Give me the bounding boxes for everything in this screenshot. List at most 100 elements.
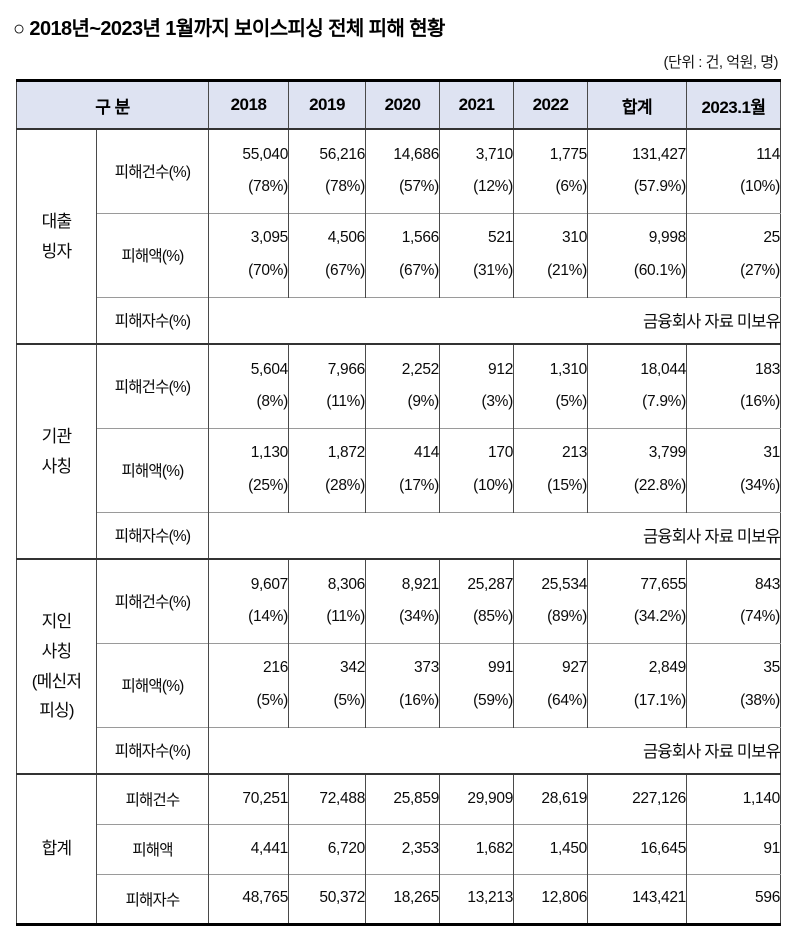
data-cell: 56,216 (78%) [288,128,366,213]
cell-value: 25,287 [467,575,514,593]
table-header: 구 분 2018 2019 2020 2021 2022 합계 2023.1월 [15,80,781,129]
cell-percent: (9%) [407,393,440,411]
header-col-2: 2019 [288,80,366,129]
cell-value: 25 [763,229,781,247]
data-cell: 114 (10%) [686,128,781,213]
cell-percent: (14%) [248,608,289,626]
row-label-cell: 피해액(%) [95,427,209,512]
header-col-7: 2023.1월 [686,80,781,129]
cell-percent: (85%) [473,608,514,626]
cell-value: 2,252 [401,360,440,378]
group-label-line: 지인 [41,612,72,631]
data-cell: 1,775 (6%) [513,128,588,213]
cell-percent: (11%) [326,608,366,626]
data-cell: 213 (15%) [513,427,588,512]
row-label-cell: 피해자수(%) [95,296,209,344]
table-row: 피해액(%) 3,095 (70%) 4,506 (67%) 1,566 (67%) 521 (… [17,212,781,297]
data-cell: 16,645 [587,823,687,874]
data-cell: 6,720 [288,823,366,874]
cell-percent: (78%) [325,178,366,196]
data-cell: 143,421 [587,873,687,924]
cell-value: 8,306 [327,575,366,593]
data-cell: 8,306 (11%) [288,558,366,643]
header-col-6: 합계 [587,80,687,129]
cell-value: 143,421 [632,889,687,907]
group-label-line: 대출 [41,211,72,231]
cell-value: 4,506 [327,229,366,247]
row-label-cell: 피해액 [95,823,209,874]
data-cell: 373 (16%) [365,642,440,727]
cell-value: 2,353 [401,839,440,857]
data-cell: 72,488 [288,773,366,824]
page-title: ○ 2018년~2023년 1월까지 보이스피싱 전체 피해 현황 [13,18,445,40]
cell-value: 1,682 [475,839,514,857]
data-cell: 13,213 [439,873,514,924]
data-cell: 14,686 (57%) [365,128,440,213]
data-cell: 1,682 [439,823,514,874]
cell-value: 373 [414,659,440,677]
data-cell: 4,441 [208,823,289,874]
data-cell: 342 (5%) [288,642,366,727]
cell-value: 29,909 [467,789,514,807]
data-cell: 3,095 (70%) [208,212,289,297]
cell-value: 991 [488,659,514,677]
cell-percent: (21%) [547,262,588,279]
group-label-cell: 대출 빙자 [16,128,97,344]
cell-value: 1,872 [327,444,366,462]
data-cell: 5,604 (8%) [208,343,289,428]
cell-value: 1,310 [549,360,588,378]
data-cell: 3,710 (12%) [439,128,514,213]
cell-value: 13,213 [467,889,514,907]
data-cell: 310 (21%) [513,212,588,297]
cell-value: 170 [488,444,514,462]
cell-value: 183 [755,360,781,378]
cell-value: 1,450 [549,839,588,857]
cell-value: 16,645 [640,839,687,857]
header-col-4: 2021 [439,80,514,129]
data-cell: 25,534 (89%) [513,558,588,643]
cell-percent: (16%) [399,692,440,709]
group-label-line: 합계 [41,838,72,858]
group-label-line: 피싱) [39,701,74,721]
cell-percent: (59%) [473,692,514,709]
data-cell: 48,765 [208,873,289,924]
cell-value: 521 [488,229,514,247]
data-cell: 927 (64%) [513,642,588,727]
data-cell: 25,287 (85%) [439,558,514,643]
cell-percent: (5%) [256,692,289,709]
group-label-line: 사칭 [41,456,72,476]
cell-value: 114 [756,145,781,163]
group-label-line: (메신저 [31,671,82,691]
table-row: 지인 사칭 (메신저 피싱) 피해건수(%) 9,607 (14%) 8,306 (11%) 8,… [16,558,781,774]
table-row: 피해자수 48,765 50,372 18,265 13,213 12,806 143,42… [17,873,781,924]
data-cell: 18,044 (7.9%) [587,343,687,428]
cell-percent: (6%) [555,178,588,196]
cell-percent: (16%) [740,393,781,411]
cell-value: 342 [340,659,366,677]
header-col-3: 2020 [365,80,440,129]
data-cell: 170 (10%) [439,427,514,512]
cell-percent: (10%) [473,477,514,494]
cell-value: 3,095 [250,229,289,247]
table-row: 합계 피해건수 70,251 72,488 25,859 29,909 28,619 227,… [16,773,781,924]
cell-percent: (5%) [555,393,588,411]
nodata-cell: 금융회사 자료 미보유 [208,726,781,774]
table-row: 기관 사칭 피해건수(%) 5,604 (8%) 7,966 (11%) 2,252 (9%) 9… [16,343,781,559]
cell-value: 1,566 [401,229,440,247]
table-body: 대출 빙자 피해건수(%) 55,040 (78%) 56,216 (78%) 14,686(… [16,128,781,924]
cell-percent: (64%) [547,692,588,709]
cell-value: 3,799 [648,444,687,462]
cell-percent: (31%) [473,262,514,279]
cell-percent: (12%) [473,178,514,196]
row-label-cell: 피해건수 [95,773,209,824]
cell-value: 72,488 [319,789,366,807]
data-cell: 25 (27%) [686,212,781,297]
cell-percent: (5%) [333,692,366,709]
data-cell: 7,966 (11%) [288,343,366,428]
cell-percent: (27%) [740,262,781,279]
group-label-cell: 지인 사칭 (메신저 피싱) [16,558,97,774]
cell-value: 1,775 [549,145,588,163]
cell-percent: (78%) [248,178,289,196]
cell-value: 596 [755,889,781,907]
cell-value: 7,966 [327,360,366,378]
